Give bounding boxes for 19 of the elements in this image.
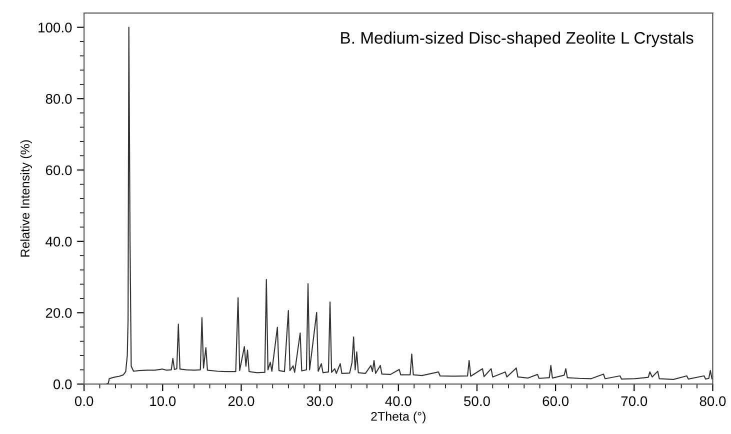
x-tick-label: 50.0: [464, 396, 490, 406]
x-tick-label: 0.0: [74, 396, 94, 406]
x-tick-label: 70.0: [621, 396, 648, 406]
line-series: [106, 26, 712, 384]
x-tick-label: 40.0: [385, 396, 412, 406]
x-axis-title: 2Theta (°): [371, 412, 426, 424]
y-axis-title: Relative Intensity (%): [20, 140, 32, 257]
y-tick-label: 20.0: [46, 308, 72, 318]
y-tick-label: 100.0: [38, 22, 72, 32]
x-tick-label: 20.0: [228, 396, 254, 406]
y-tick-label: 80.0: [46, 94, 72, 104]
x-tick-label: 30.0: [306, 396, 333, 406]
text: B. Medium-sized Disc-shaped Zeolite L Crystals: [341, 32, 694, 48]
y-tick-label: 40.0: [46, 236, 72, 247]
x-tick-label: 60.0: [542, 396, 569, 406]
x-tick-label: 80.0: [700, 396, 726, 406]
y-tick-label: 0.0: [53, 379, 72, 390]
x-tick-label: 10.0: [150, 396, 176, 406]
y-tick-label: 60.0: [46, 165, 72, 176]
